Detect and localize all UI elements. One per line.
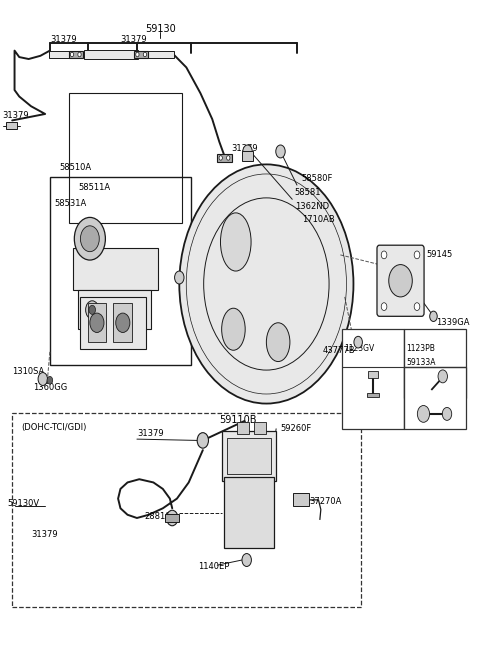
Text: 31379: 31379 [137,430,164,438]
Circle shape [417,406,430,422]
Bar [50,177,191,364]
Circle shape [116,313,130,333]
Circle shape [242,554,252,567]
Bar [367,393,379,397]
Circle shape [219,156,222,160]
Circle shape [180,164,353,404]
Text: 1360GG: 1360GG [34,383,68,392]
Bar [222,431,276,481]
Bar [148,51,174,59]
Ellipse shape [222,308,245,350]
Bar [242,151,253,161]
Text: 58580F: 58580F [301,174,333,183]
Text: 31379: 31379 [120,35,147,44]
Text: 1339GA: 1339GA [436,318,469,327]
Text: 1140EP: 1140EP [198,562,230,571]
Text: 37270A: 37270A [309,497,341,506]
Text: 31379: 31379 [3,111,29,121]
Text: 59130: 59130 [145,23,176,34]
Circle shape [136,52,139,57]
Circle shape [81,226,99,252]
Text: 43777B: 43777B [323,346,356,355]
Bar [69,93,181,222]
Bar [342,329,404,430]
Text: 1710AB: 1710AB [301,215,335,224]
Text: (DOHC-TCI/GDI): (DOHC-TCI/GDI) [22,423,87,432]
Bar [87,303,107,342]
Circle shape [438,370,447,383]
Circle shape [85,301,99,319]
Text: 59133A: 59133A [407,358,436,366]
Circle shape [38,372,48,385]
Circle shape [90,313,104,333]
Circle shape [442,408,452,421]
Bar [78,290,151,329]
Circle shape [89,305,96,314]
Text: 59110B: 59110B [219,415,257,424]
Circle shape [430,311,437,321]
Text: 59130V: 59130V [8,499,40,508]
Text: 58510A: 58510A [59,163,91,172]
Bar [12,413,360,607]
Bar [49,51,75,59]
Bar [227,438,271,474]
Bar [134,51,148,59]
Text: 59260F: 59260F [281,424,312,434]
Text: 31379: 31379 [31,529,58,539]
Bar [224,477,274,548]
Circle shape [74,217,106,260]
Bar [237,422,249,434]
Bar [6,123,17,129]
Text: 31379: 31379 [231,143,258,153]
Bar [368,371,378,378]
Bar [217,154,231,162]
Circle shape [276,145,285,158]
Bar [69,51,83,59]
Text: 58581: 58581 [295,188,321,198]
Circle shape [354,336,362,348]
Circle shape [243,145,252,158]
Text: 1310SA: 1310SA [12,367,45,376]
Bar [81,297,146,349]
Circle shape [167,511,178,526]
Circle shape [78,52,81,57]
Text: 58531A: 58531A [55,199,87,208]
Circle shape [389,265,412,297]
Ellipse shape [266,323,290,362]
Ellipse shape [220,213,251,271]
Bar [113,303,132,342]
Bar [165,514,180,522]
Circle shape [47,376,53,384]
Circle shape [381,303,387,310]
Text: 31379: 31379 [51,35,77,44]
Circle shape [414,251,420,259]
Bar [404,367,467,430]
Bar [404,329,467,398]
Text: 28810: 28810 [144,512,171,520]
Text: 59145: 59145 [426,250,453,259]
Text: 58511A: 58511A [78,183,110,192]
Text: 1362ND: 1362ND [295,202,329,211]
Bar [84,50,138,59]
Circle shape [381,251,387,259]
Bar [293,494,309,507]
Circle shape [414,303,420,310]
Text: 1123PB: 1123PB [407,344,435,353]
Bar [254,422,265,434]
Circle shape [71,52,73,57]
Circle shape [175,271,184,284]
Text: 1123GV: 1123GV [344,344,374,353]
Circle shape [227,156,230,160]
Circle shape [197,433,208,448]
FancyBboxPatch shape [377,245,424,316]
Circle shape [144,52,146,57]
Bar [73,248,158,290]
